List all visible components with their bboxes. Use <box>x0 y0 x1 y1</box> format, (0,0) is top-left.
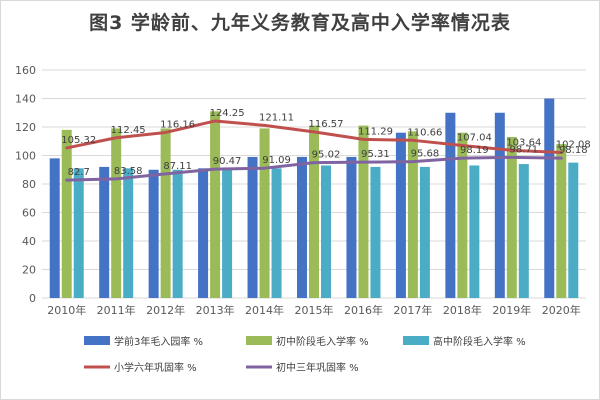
data-label: 98.71 <box>509 144 538 155</box>
legend-swatch <box>403 336 429 345</box>
x-tick-label: 2013年 <box>196 303 235 317</box>
chart-title: 图3 学龄前、九年义务教育及高中入学率情况表 <box>89 12 511 34</box>
bar <box>518 164 529 298</box>
x-tick-label: 2018年 <box>443 303 482 317</box>
data-label: 91.09 <box>262 155 291 166</box>
bar <box>469 165 480 298</box>
bar <box>395 132 406 298</box>
data-label: 95.31 <box>361 149 390 160</box>
bar <box>346 156 357 298</box>
legend-label: 高中阶段毛入学率 % <box>433 335 526 348</box>
bar <box>358 125 369 298</box>
y-tick-label: 20 <box>22 264 36 277</box>
bar <box>419 166 430 298</box>
data-label: 95.68 <box>411 149 440 160</box>
y-tick-label: 160 <box>15 64 36 77</box>
bar <box>556 144 567 298</box>
data-label: 112.45 <box>111 125 146 136</box>
bar <box>61 129 72 298</box>
bar <box>49 158 60 298</box>
y-tick-label: 140 <box>15 93 36 106</box>
data-label: 107.04 <box>457 132 492 143</box>
legend-label: 初中三年巩固率 % <box>276 361 359 374</box>
bar <box>259 128 270 298</box>
data-label: 105.32 <box>61 135 96 146</box>
legend-label: 小学六年巩固率 % <box>114 361 197 374</box>
data-label: 111.29 <box>358 126 393 137</box>
bar <box>297 156 307 298</box>
y-tick-label: 80 <box>22 178 36 191</box>
bar <box>321 165 331 298</box>
data-label: 116.16 <box>160 119 195 130</box>
x-tick-label: 2020年 <box>542 303 581 317</box>
bar <box>73 168 84 298</box>
data-label: 82.7 <box>68 167 90 178</box>
data-label: 87.11 <box>163 161 192 172</box>
x-tick-label: 2010年 <box>47 303 86 317</box>
legend-swatch <box>246 336 272 345</box>
x-tick-label: 2016年 <box>344 303 383 317</box>
y-tick-label: 40 <box>22 235 36 248</box>
data-label: 103.64 <box>506 137 541 148</box>
x-tick-label: 2012年 <box>146 303 185 317</box>
bar <box>210 111 221 298</box>
bar <box>198 168 209 298</box>
bar <box>172 169 183 298</box>
data-label: 124.25 <box>210 108 245 119</box>
data-label: 110.66 <box>407 127 442 138</box>
bar <box>148 169 159 298</box>
data-label: 116.57 <box>309 119 344 130</box>
bar <box>111 128 122 298</box>
x-tick-label: 2011年 <box>97 303 136 317</box>
y-tick-label: 0 <box>29 292 36 305</box>
legend-swatch <box>84 336 110 345</box>
data-label: 83.58 <box>114 166 143 177</box>
bar <box>568 162 579 298</box>
bar <box>160 128 171 298</box>
data-label: 90.47 <box>213 156 242 167</box>
bar <box>247 156 258 298</box>
bar <box>457 132 468 298</box>
y-tick-label: 100 <box>15 150 36 163</box>
bar <box>407 131 418 298</box>
data-label: 95.02 <box>312 150 341 161</box>
bar <box>222 168 233 298</box>
x-tick-label: 2017年 <box>393 303 432 317</box>
bar <box>445 112 456 298</box>
x-tick-label: 2019年 <box>492 303 531 317</box>
data-label: 121.11 <box>259 112 294 123</box>
legend-label: 初中阶段毛入学率 % <box>276 335 369 348</box>
data-label: 98.19 <box>460 145 489 156</box>
y-tick-label: 120 <box>15 121 36 134</box>
bar <box>494 112 505 298</box>
y-tick-label: 60 <box>22 207 36 220</box>
legend-label: 学前3年毛入园率 % <box>114 335 203 348</box>
bar <box>544 98 555 298</box>
bar <box>99 166 110 298</box>
bar <box>123 168 134 298</box>
bar <box>309 125 319 298</box>
bar <box>506 136 517 298</box>
bar <box>370 166 381 298</box>
series-line <box>65 155 563 182</box>
x-tick-label: 2015年 <box>295 303 334 317</box>
series-line <box>65 119 563 155</box>
data-label: 102.08 <box>556 140 591 151</box>
data-label: 98.18 <box>559 145 588 156</box>
x-tick-label: 2014年 <box>245 303 284 317</box>
bar <box>271 168 282 298</box>
